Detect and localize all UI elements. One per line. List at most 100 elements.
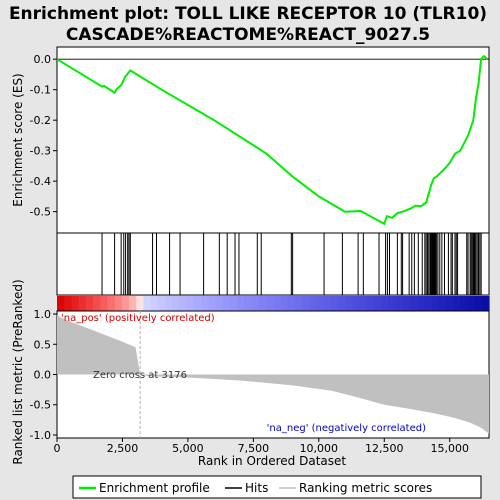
color-bar-segment bbox=[100, 296, 108, 311]
color-bar-segment bbox=[201, 296, 209, 311]
metric-y-tick-label: 1.0 bbox=[34, 308, 52, 321]
color-bar-segment bbox=[107, 296, 116, 311]
es-profile-line bbox=[56, 54, 489, 226]
positive-correlation-label: 'na_pos' (positively correlated) bbox=[61, 313, 215, 324]
color-bar-segment bbox=[179, 296, 188, 311]
metric-y-tick-label: -1.0 bbox=[30, 429, 51, 442]
color-bar-segment bbox=[251, 296, 260, 311]
color-bar-segment bbox=[287, 296, 296, 311]
color-bar-segment bbox=[467, 296, 476, 311]
color-bar-segment bbox=[345, 296, 353, 311]
chart-title-line1: Enrichment plot: TOLL LIKE RECEPTOR 10 (… bbox=[9, 4, 487, 24]
color-bar-segment bbox=[121, 296, 130, 311]
x-tick-label: 5,000 bbox=[172, 442, 204, 455]
legend-es-label: Enrichment profile bbox=[99, 481, 210, 495]
color-bar-segment bbox=[157, 296, 166, 311]
x-tick-label: 15,000 bbox=[430, 442, 469, 455]
color-bar-segment bbox=[301, 296, 310, 311]
hits-panel bbox=[56, 232, 490, 296]
color-bar-segment bbox=[445, 296, 454, 311]
color-bar-segment bbox=[93, 296, 101, 311]
color-bar-segment bbox=[402, 296, 411, 311]
color-bar-segment bbox=[460, 296, 468, 311]
color-bar-segment bbox=[193, 296, 202, 311]
color-bar-segment bbox=[165, 296, 173, 311]
color-bar-segment bbox=[409, 296, 418, 311]
color-bar-segment bbox=[316, 296, 324, 311]
rank-color-bar bbox=[57, 296, 490, 311]
color-bar-segment bbox=[150, 296, 159, 311]
color-bar-segment bbox=[237, 296, 245, 311]
color-bar-segment bbox=[481, 296, 490, 311]
color-bar-segment bbox=[57, 296, 65, 311]
es-y-tick-label: -0.3 bbox=[30, 145, 51, 158]
color-bar-segment bbox=[215, 296, 224, 311]
metric-area-group bbox=[57, 311, 489, 438]
chart-title-line2: CASCADE%REACTOME%REACT_9027.5 bbox=[66, 25, 430, 45]
color-bar-segment bbox=[186, 296, 195, 311]
negative-correlation-label: 'na_neg' (negatively correlated) bbox=[267, 423, 426, 434]
color-bar-segment bbox=[64, 296, 72, 311]
metric-y-tick-label: -0.5 bbox=[30, 399, 51, 412]
color-bar-segment bbox=[373, 296, 382, 311]
color-bar-segment bbox=[136, 296, 144, 311]
color-bar-segment bbox=[129, 296, 137, 311]
color-bar-segment bbox=[352, 296, 360, 311]
color-bar-segment bbox=[431, 296, 440, 311]
color-bar-segment bbox=[359, 296, 368, 311]
es-y-tick-label: 0.0 bbox=[34, 53, 52, 66]
metric-y-tick-label: 0.5 bbox=[34, 338, 52, 351]
es-y-tick-label: -0.2 bbox=[30, 114, 51, 127]
color-bar-segment bbox=[438, 296, 447, 311]
es-y-tick-label: -0.1 bbox=[30, 84, 51, 97]
x-tick-label: 10,000 bbox=[300, 442, 339, 455]
color-bar-segment bbox=[381, 296, 389, 311]
x-tick-label: 2,500 bbox=[107, 442, 139, 455]
metric-y-axis-label: Ranked list metric (PreRanked) bbox=[11, 279, 25, 464]
x-ticks: 0 2,500 5,000 7,500 10,000 12,500 15,000 bbox=[54, 438, 469, 455]
metric-y-ticks: 1.0 0.5 0.0 -0.5 -1.0 bbox=[30, 308, 57, 442]
metric-y-tick-label: 0.0 bbox=[34, 369, 52, 382]
color-bar-segment bbox=[71, 296, 80, 311]
color-bar-segment bbox=[330, 296, 339, 311]
color-bar-segment bbox=[309, 296, 317, 311]
color-bar-segment bbox=[417, 296, 425, 311]
color-bar-segment bbox=[388, 296, 396, 311]
color-bar-segment bbox=[273, 296, 281, 311]
color-bar-segment bbox=[323, 296, 332, 311]
color-bar-segment bbox=[424, 296, 432, 311]
color-bar-segment bbox=[85, 296, 94, 311]
color-bar-segment bbox=[395, 296, 404, 311]
es-line-group bbox=[56, 54, 489, 226]
color-bar-segment bbox=[294, 296, 303, 311]
x-tick-label: 7,500 bbox=[238, 442, 270, 455]
color-bar-segment bbox=[229, 296, 238, 311]
color-bar-segment bbox=[114, 296, 123, 311]
x-tick-label: 0 bbox=[54, 442, 61, 455]
legend-metric-label: Ranking metric scores bbox=[299, 481, 432, 495]
hits-group bbox=[101, 233, 482, 295]
color-bar-segment bbox=[280, 296, 288, 311]
es-y-ticks: 0.0 -0.1 -0.2 -0.3 -0.4 -0.5 bbox=[30, 53, 57, 219]
color-bar-segment bbox=[172, 296, 180, 311]
metric-area bbox=[57, 315, 489, 434]
color-bar-segment bbox=[143, 296, 152, 311]
x-tick-label: 12,500 bbox=[365, 442, 404, 455]
es-y-axis-label: Enrichment score (ES) bbox=[11, 73, 25, 206]
es-y-tick-label: -0.5 bbox=[30, 206, 51, 219]
color-bar-segment bbox=[244, 296, 252, 311]
color-bar-segment bbox=[258, 296, 267, 311]
color-bar-segment bbox=[208, 296, 216, 311]
color-bar-segment bbox=[78, 296, 87, 311]
color-bar-segment bbox=[265, 296, 274, 311]
es-panel bbox=[56, 46, 490, 234]
es-y-tick-label: -0.4 bbox=[30, 175, 51, 188]
legend-hits-label: Hits bbox=[245, 481, 268, 495]
zero-cross-label: Zero cross at 3176 bbox=[93, 370, 187, 381]
x-axis-label: Rank in Ordered Dataset bbox=[198, 454, 346, 468]
color-bar-segment bbox=[222, 296, 231, 311]
color-bar-segment bbox=[366, 296, 375, 311]
color-bar-segment bbox=[453, 296, 461, 311]
color-bar-segment bbox=[474, 296, 483, 311]
